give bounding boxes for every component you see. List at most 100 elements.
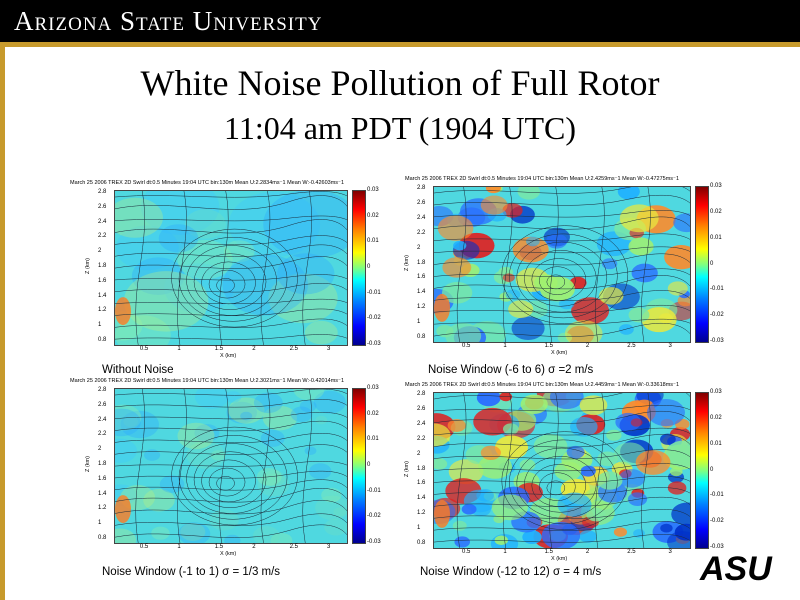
- colorbar-tick-label: 0.03: [367, 385, 379, 391]
- panel-caption: Noise Window (-6 to 6) σ =2 m/s: [428, 364, 594, 376]
- colorbar-tick-label: -0.01: [710, 492, 724, 499]
- y-axis-label: Z (km): [84, 456, 91, 472]
- x-tick-label: 1.5: [214, 544, 224, 550]
- x-axis-label: X (km): [551, 556, 568, 562]
- x-tick-label: 1: [177, 346, 181, 352]
- y-tick-label: 1.8: [98, 461, 107, 467]
- colorbar-tick-label: -0.01: [367, 289, 381, 296]
- x-tick-label: 3: [668, 343, 672, 349]
- plot-title: March 25 2006 TREX 2D Swirl dt:0.5 Minut…: [70, 378, 345, 384]
- y-tick-label: 2.4: [98, 218, 107, 225]
- y-tick-label: 1.6: [98, 475, 107, 482]
- y-axis-label: Z (km): [403, 460, 410, 477]
- colorbar-tick-label: -0.02: [710, 312, 724, 319]
- colorbar-tick-label: 0.02: [367, 212, 379, 219]
- x-tick-label: 3: [327, 346, 331, 352]
- x-tick-label: 1: [503, 549, 507, 555]
- x-tick-label: 2.5: [627, 549, 636, 555]
- y-tick-label: 2.8: [417, 185, 426, 191]
- colorbar-tick-label: 0: [710, 260, 714, 267]
- colorbar-tick-label: 0: [367, 462, 371, 468]
- y-tick-label: 2.8: [98, 189, 107, 195]
- y-tick-label: 2.2: [98, 431, 107, 438]
- y-tick-label: 2: [417, 450, 421, 457]
- colorbar-tick-label: -0.03: [710, 338, 724, 344]
- y-tick-label: 2.4: [417, 420, 426, 427]
- x-axis-label: X (km): [220, 353, 237, 359]
- y-tick-label: 1.6: [417, 274, 426, 281]
- x-tick-label: 2: [252, 544, 256, 550]
- y-tick-label: 2.2: [98, 233, 107, 240]
- x-tick-label: 0.5: [139, 346, 149, 352]
- y-tick-label: 2.6: [417, 199, 426, 206]
- y-tick-label: 2.8: [98, 387, 107, 393]
- panel-caption: Without Noise: [102, 364, 174, 376]
- colorbar-tick-label: -0.02: [367, 513, 381, 520]
- vector-field-plot: [114, 190, 348, 346]
- asu-logo-icon: ASU: [698, 550, 784, 588]
- vector-field-plot: [433, 392, 691, 549]
- colorbar-tick-label: 0.01: [710, 234, 722, 241]
- x-tick-label: 2.5: [627, 343, 636, 349]
- slide-title: White Noise Pollution of Full Rotor: [140, 63, 660, 103]
- panel-caption: Noise Window (-1 to 1) σ = 1/3 m/s: [102, 566, 281, 578]
- colorbar-tick-label: 0.02: [710, 208, 722, 215]
- logo-text: ASU: [699, 550, 773, 584]
- y-tick-label: 0.8: [417, 334, 426, 340]
- x-tick-label: 2.5: [289, 544, 298, 550]
- vector-field-plot: [114, 388, 348, 544]
- x-tick-label: 0.5: [139, 544, 149, 550]
- y-tick-label: 1.8: [98, 263, 107, 269]
- y-tick-label: 1.2: [98, 505, 107, 512]
- x-tick-label: 3: [668, 549, 672, 555]
- x-tick-label: 2: [585, 549, 590, 555]
- y-tick-label: 2.6: [98, 401, 107, 408]
- colorbar-tick-label: 0.01: [367, 436, 379, 443]
- y-tick-label: 1.4: [417, 495, 426, 502]
- header-bar: Arizona State University: [0, 0, 800, 42]
- vector-field-plot: [433, 186, 691, 343]
- y-tick-label: 2: [417, 244, 421, 251]
- y-tick-label: 2.4: [98, 416, 107, 423]
- colorbar: [695, 186, 709, 343]
- colorbar-tick-label: -0.03: [710, 544, 724, 550]
- x-tick-label: 1.5: [214, 346, 224, 352]
- x-tick-label: 0.5: [462, 549, 471, 555]
- x-axis-label: X (km): [220, 551, 237, 557]
- y-tick-label: 1: [417, 319, 421, 326]
- left-rule: [0, 47, 5, 600]
- plot-title: March 25 2006 TREX 2D Swirl dt:0.5 Minut…: [405, 176, 680, 182]
- y-tick-label: 2.2: [417, 229, 426, 236]
- panel-caption: Noise Window (-12 to 12) σ = 4 m/s: [420, 566, 602, 578]
- y-tick-label: 1.2: [98, 307, 107, 314]
- y-tick-label: 1.4: [98, 490, 107, 497]
- colorbar-tick-label: -0.01: [367, 487, 381, 494]
- colorbar-tick-label: -0.03: [367, 539, 381, 545]
- x-tick-label: 1: [177, 544, 181, 550]
- y-tick-label: 2.6: [98, 203, 107, 210]
- colorbar-tick-label: -0.02: [367, 315, 381, 322]
- x-tick-label: 1.5: [544, 549, 553, 555]
- colorbar-tick-label: 0.03: [367, 187, 379, 193]
- x-tick-label: 3: [327, 544, 331, 550]
- x-tick-label: 2: [252, 346, 256, 352]
- y-tick-label: 1: [98, 322, 102, 329]
- x-tick-label: 1: [503, 343, 507, 349]
- university-name: Arizona State University: [14, 6, 323, 36]
- colorbar-tick-label: 0: [710, 466, 714, 473]
- colorbar-tick-label: 0.01: [710, 440, 722, 447]
- colorbar-tick-label: -0.01: [710, 286, 724, 293]
- y-tick-label: 2: [98, 446, 102, 453]
- y-tick-label: 0.8: [417, 540, 426, 546]
- y-tick-label: 2.2: [417, 435, 426, 442]
- colorbar-tick-label: 0.03: [710, 183, 722, 189]
- y-tick-label: 1.4: [417, 289, 426, 296]
- y-tick-label: 2: [98, 248, 102, 255]
- colorbar-tick-label: -0.03: [367, 341, 381, 347]
- y-tick-label: 1.6: [417, 480, 426, 487]
- colorbar-tick-label: 0.02: [710, 414, 722, 421]
- y-tick-label: 2.8: [417, 391, 426, 397]
- colorbar-tick-label: 0: [367, 264, 371, 270]
- colorbar-tick-label: -0.02: [710, 518, 724, 525]
- y-tick-label: 0.8: [98, 337, 107, 343]
